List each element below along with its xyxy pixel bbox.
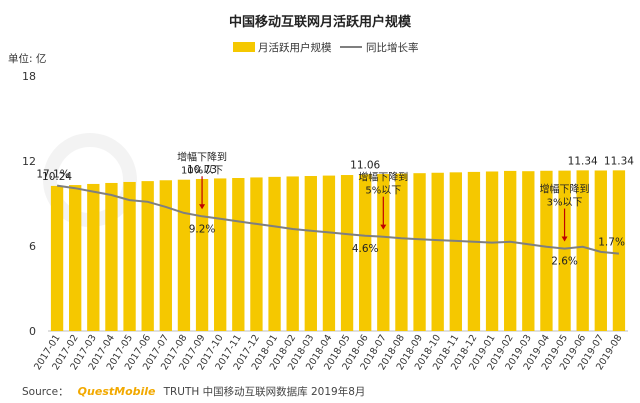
annotation-text: 增幅下降到 bbox=[540, 183, 590, 196]
annotation-text: 5%以下 bbox=[365, 186, 401, 197]
source-brand: QuestMobile bbox=[78, 385, 156, 398]
bar-2018-01 bbox=[268, 176, 281, 331]
bar-value-label: 10.73 bbox=[187, 164, 217, 176]
y-tick-label: 18 bbox=[22, 70, 36, 83]
bar-2018-07 bbox=[377, 174, 390, 331]
bar-value-label: 11.34 bbox=[568, 155, 598, 167]
bar-2017-01 bbox=[50, 185, 64, 331]
bar-2018-02 bbox=[286, 176, 299, 331]
bar-2019-04 bbox=[540, 170, 553, 331]
bar-2018-11 bbox=[449, 172, 462, 331]
bar-2017-04 bbox=[105, 182, 118, 331]
source-suffix: TRUTH 中国移动互联网数据库 2019年8月 bbox=[163, 385, 366, 398]
bar-value-label: 10.24 bbox=[42, 171, 72, 183]
line-value-label: 4.6% bbox=[352, 243, 379, 255]
bar-2017-07 bbox=[159, 180, 172, 331]
annotation-arrow-head bbox=[380, 224, 387, 230]
bar-2019-07 bbox=[594, 170, 607, 331]
bar-2018-04 bbox=[322, 175, 336, 331]
source-prefix: Source： bbox=[22, 386, 69, 398]
bar-2019-02 bbox=[504, 170, 517, 331]
legend-bar-label: 月活跃用户规模 bbox=[258, 41, 332, 54]
x-axis-ticks: 2017-012017-022017-032017-042017-052017-… bbox=[32, 333, 624, 372]
bar-2018-03 bbox=[304, 176, 317, 331]
bar-2017-12 bbox=[250, 177, 263, 331]
bar-2018-06 bbox=[359, 174, 372, 331]
growth-rate-line bbox=[56, 184, 619, 255]
line-value-label: 1.7% bbox=[598, 237, 625, 249]
source-line: Source： QuestMobile TRUTH 中国移动互联网数据库 201… bbox=[22, 380, 365, 399]
bar-series bbox=[50, 170, 626, 331]
annotation-text: 增幅下降到 bbox=[358, 171, 408, 184]
bar-2017-11 bbox=[232, 178, 245, 331]
bar-2018-09 bbox=[413, 173, 426, 331]
bar-2017-05 bbox=[123, 181, 136, 331]
bar-2018-05 bbox=[340, 175, 354, 331]
annotation-text: 10%以下 bbox=[181, 165, 223, 176]
bar-2019-01 bbox=[485, 171, 499, 331]
line-data-labels: 17.1% 9.2% 4.6% 2.6% 1.7% bbox=[36, 169, 625, 268]
bar-value-label: 11.34 bbox=[604, 155, 634, 167]
bar-2019-08 bbox=[612, 170, 626, 331]
annotation-arrow-head bbox=[561, 236, 568, 242]
bar-2019-06 bbox=[576, 170, 589, 331]
bar-2019-05 bbox=[558, 170, 571, 331]
bar-2017-06 bbox=[141, 181, 154, 331]
y-axis-ticks: 0 6 12 18 bbox=[22, 70, 36, 338]
y-tick-label: 6 bbox=[29, 240, 36, 253]
bar-2018-10 bbox=[431, 172, 444, 331]
bar-2017-08 bbox=[177, 179, 191, 331]
y-tick-label: 0 bbox=[29, 325, 36, 338]
bar-2018-08 bbox=[395, 173, 408, 331]
annotation-arrow-head bbox=[199, 204, 206, 210]
line-value-label: 2.6% bbox=[551, 256, 578, 268]
line-series bbox=[56, 184, 619, 255]
bar-data-labels: 10.24 10.73 11.06 11.34 11.34 bbox=[42, 155, 634, 183]
line-value-label: 9.2% bbox=[189, 223, 216, 235]
chart-title: 中国移动互联网月活跃用户规模 bbox=[229, 14, 412, 30]
bar-2019-03 bbox=[522, 171, 535, 331]
y-tick-label: 12 bbox=[22, 155, 36, 168]
bar-value-label: 11.06 bbox=[350, 159, 380, 171]
bar-2017-03 bbox=[87, 183, 100, 331]
y-axis-unit-label: 单位: 亿 bbox=[8, 52, 46, 65]
legend-bar-swatch bbox=[233, 42, 255, 52]
annotation-text: 增幅下降到 bbox=[177, 150, 227, 163]
bar-2017-10 bbox=[214, 178, 227, 331]
annotation-text: 3%以下 bbox=[547, 198, 583, 209]
bar-2017-02 bbox=[69, 185, 82, 331]
bar-2018-12 bbox=[467, 171, 481, 331]
legend-line-label: 同比增长率 bbox=[366, 41, 419, 54]
line-value-label: 17.1% bbox=[36, 169, 69, 181]
